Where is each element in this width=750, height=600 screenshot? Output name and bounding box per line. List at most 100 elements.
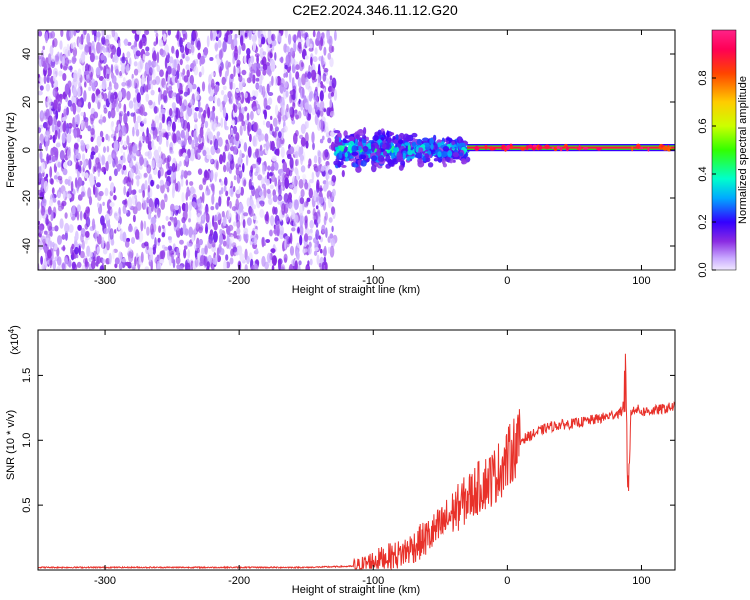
spectrogram-cell [49, 166, 53, 179]
spectrogram-cell [300, 61, 304, 68]
spectrogram-cell [168, 108, 173, 117]
spectrogram-cell [405, 134, 412, 142]
spectrogram-cell [280, 78, 285, 88]
spectrogram-cell [123, 112, 128, 125]
spectrogram-cell [415, 152, 421, 159]
spectrogram-cell [101, 166, 107, 173]
spectrogram-cell [203, 256, 208, 267]
spectrogram-cell [274, 126, 279, 132]
spectrogram-cell [306, 197, 311, 202]
spectrogram-cell [249, 133, 252, 143]
spectrogram-cell [451, 140, 456, 146]
spectrogram-cell [103, 107, 108, 114]
spectrogram-cell [333, 89, 338, 101]
spectrogram-cell [44, 230, 48, 235]
spectrogram-cell [313, 211, 318, 223]
spectrogram-cell [101, 136, 105, 143]
spectrogram-cell [211, 111, 216, 121]
spectrogram-cell [334, 30, 337, 41]
spectrogram-cell [201, 81, 206, 92]
spectrogram-cell [182, 68, 186, 76]
spectrogram-cell [156, 51, 160, 64]
spectrogram-cell [77, 68, 82, 79]
spectrogram-cell [111, 45, 117, 55]
spectrogram-cell [274, 177, 278, 187]
spectrogram-cell [189, 74, 194, 86]
spectrogram-cell [458, 144, 462, 150]
spectrogram-cell [96, 135, 102, 147]
spectrogram-cell [357, 140, 362, 147]
spectrogram-cell [198, 184, 203, 191]
spectrogram-cell [121, 63, 125, 74]
spectrogram-cell [236, 227, 241, 235]
spectrogram-cell [272, 194, 278, 203]
spectrogram-cell [135, 175, 141, 180]
spectrogram-cell [64, 212, 68, 219]
spectrogram-cell [235, 88, 240, 94]
spectrogram-cell [294, 151, 299, 159]
spectrogram-cell [261, 36, 266, 45]
spectrogram-cell [92, 165, 96, 175]
spectrogram-cell [177, 80, 180, 89]
spectrogram-cell [416, 138, 422, 145]
spectrogram-cell [110, 102, 116, 111]
spectrogram-cell [211, 194, 215, 205]
spectrogram-cell [297, 110, 302, 119]
spectrogram-cell [130, 112, 135, 117]
spectrogram-cell [252, 106, 258, 111]
spectrogram-cell [84, 63, 90, 74]
spectrogram-cell [177, 117, 181, 123]
spectrogram-cell [67, 261, 72, 267]
spectrogram-cell [47, 206, 52, 215]
spectrogram-cell [147, 212, 152, 220]
spectrogram-cell [126, 135, 130, 146]
spectrogram-cell [143, 220, 147, 230]
spectrogram-cell [188, 218, 191, 223]
spectrogram-cell [404, 142, 411, 146]
spectrogram-cell [291, 175, 297, 188]
spectrogram-cell [150, 223, 154, 235]
spectrogram-cell [212, 95, 217, 102]
spectrogram-cell [101, 30, 105, 39]
spectrogram-cell [70, 42, 75, 49]
spectrogram-cell [262, 63, 268, 71]
spectrogram-cell [216, 97, 221, 107]
spectrogram-cell [171, 91, 176, 100]
spectrogram-cell [192, 30, 198, 40]
spectrogram-cell [422, 137, 429, 142]
spectrogram-cell [265, 105, 271, 110]
spectrogram-cell [75, 153, 81, 159]
spectrogram-cell [135, 88, 139, 94]
spectrogram-cell [164, 171, 168, 179]
spectrogram-cell [66, 193, 72, 199]
spectrogram-cell [377, 165, 383, 169]
spectrogram-cell [318, 187, 323, 192]
spectrogram-cell [101, 78, 107, 91]
spectrogram-cell [100, 54, 105, 61]
spectrogram-cell [106, 199, 112, 211]
spectrogram-cell [222, 85, 227, 91]
spectrogram-cell [271, 255, 277, 266]
spectrogram-cell [249, 72, 253, 79]
spectrogram-cell [48, 239, 51, 247]
spectrogram-cell [348, 136, 355, 143]
spectrogram-cell [224, 176, 228, 187]
spectrogram-cell [289, 184, 294, 189]
spectrogram-cell [209, 229, 214, 237]
spectrogram-cell [242, 219, 246, 229]
spectrogram-cell [392, 147, 399, 152]
spectrogram-cell [72, 86, 77, 97]
spectrogram-cell [396, 151, 403, 160]
spectrogram-cell [236, 59, 241, 66]
spectrogram-cell [235, 167, 240, 176]
spectrogram-cell [312, 30, 316, 38]
spectrogram-cell [255, 77, 260, 82]
spectrogram-cell [233, 221, 237, 227]
spectrogram-cell [437, 151, 442, 158]
spectrogram-cell [262, 85, 266, 98]
spectrogram-cell [442, 146, 450, 152]
spectrogram-cell [170, 203, 175, 212]
spectrogram-cell [245, 154, 249, 166]
spectrogram-cell [252, 135, 256, 147]
spectrogram-cell [257, 185, 261, 193]
